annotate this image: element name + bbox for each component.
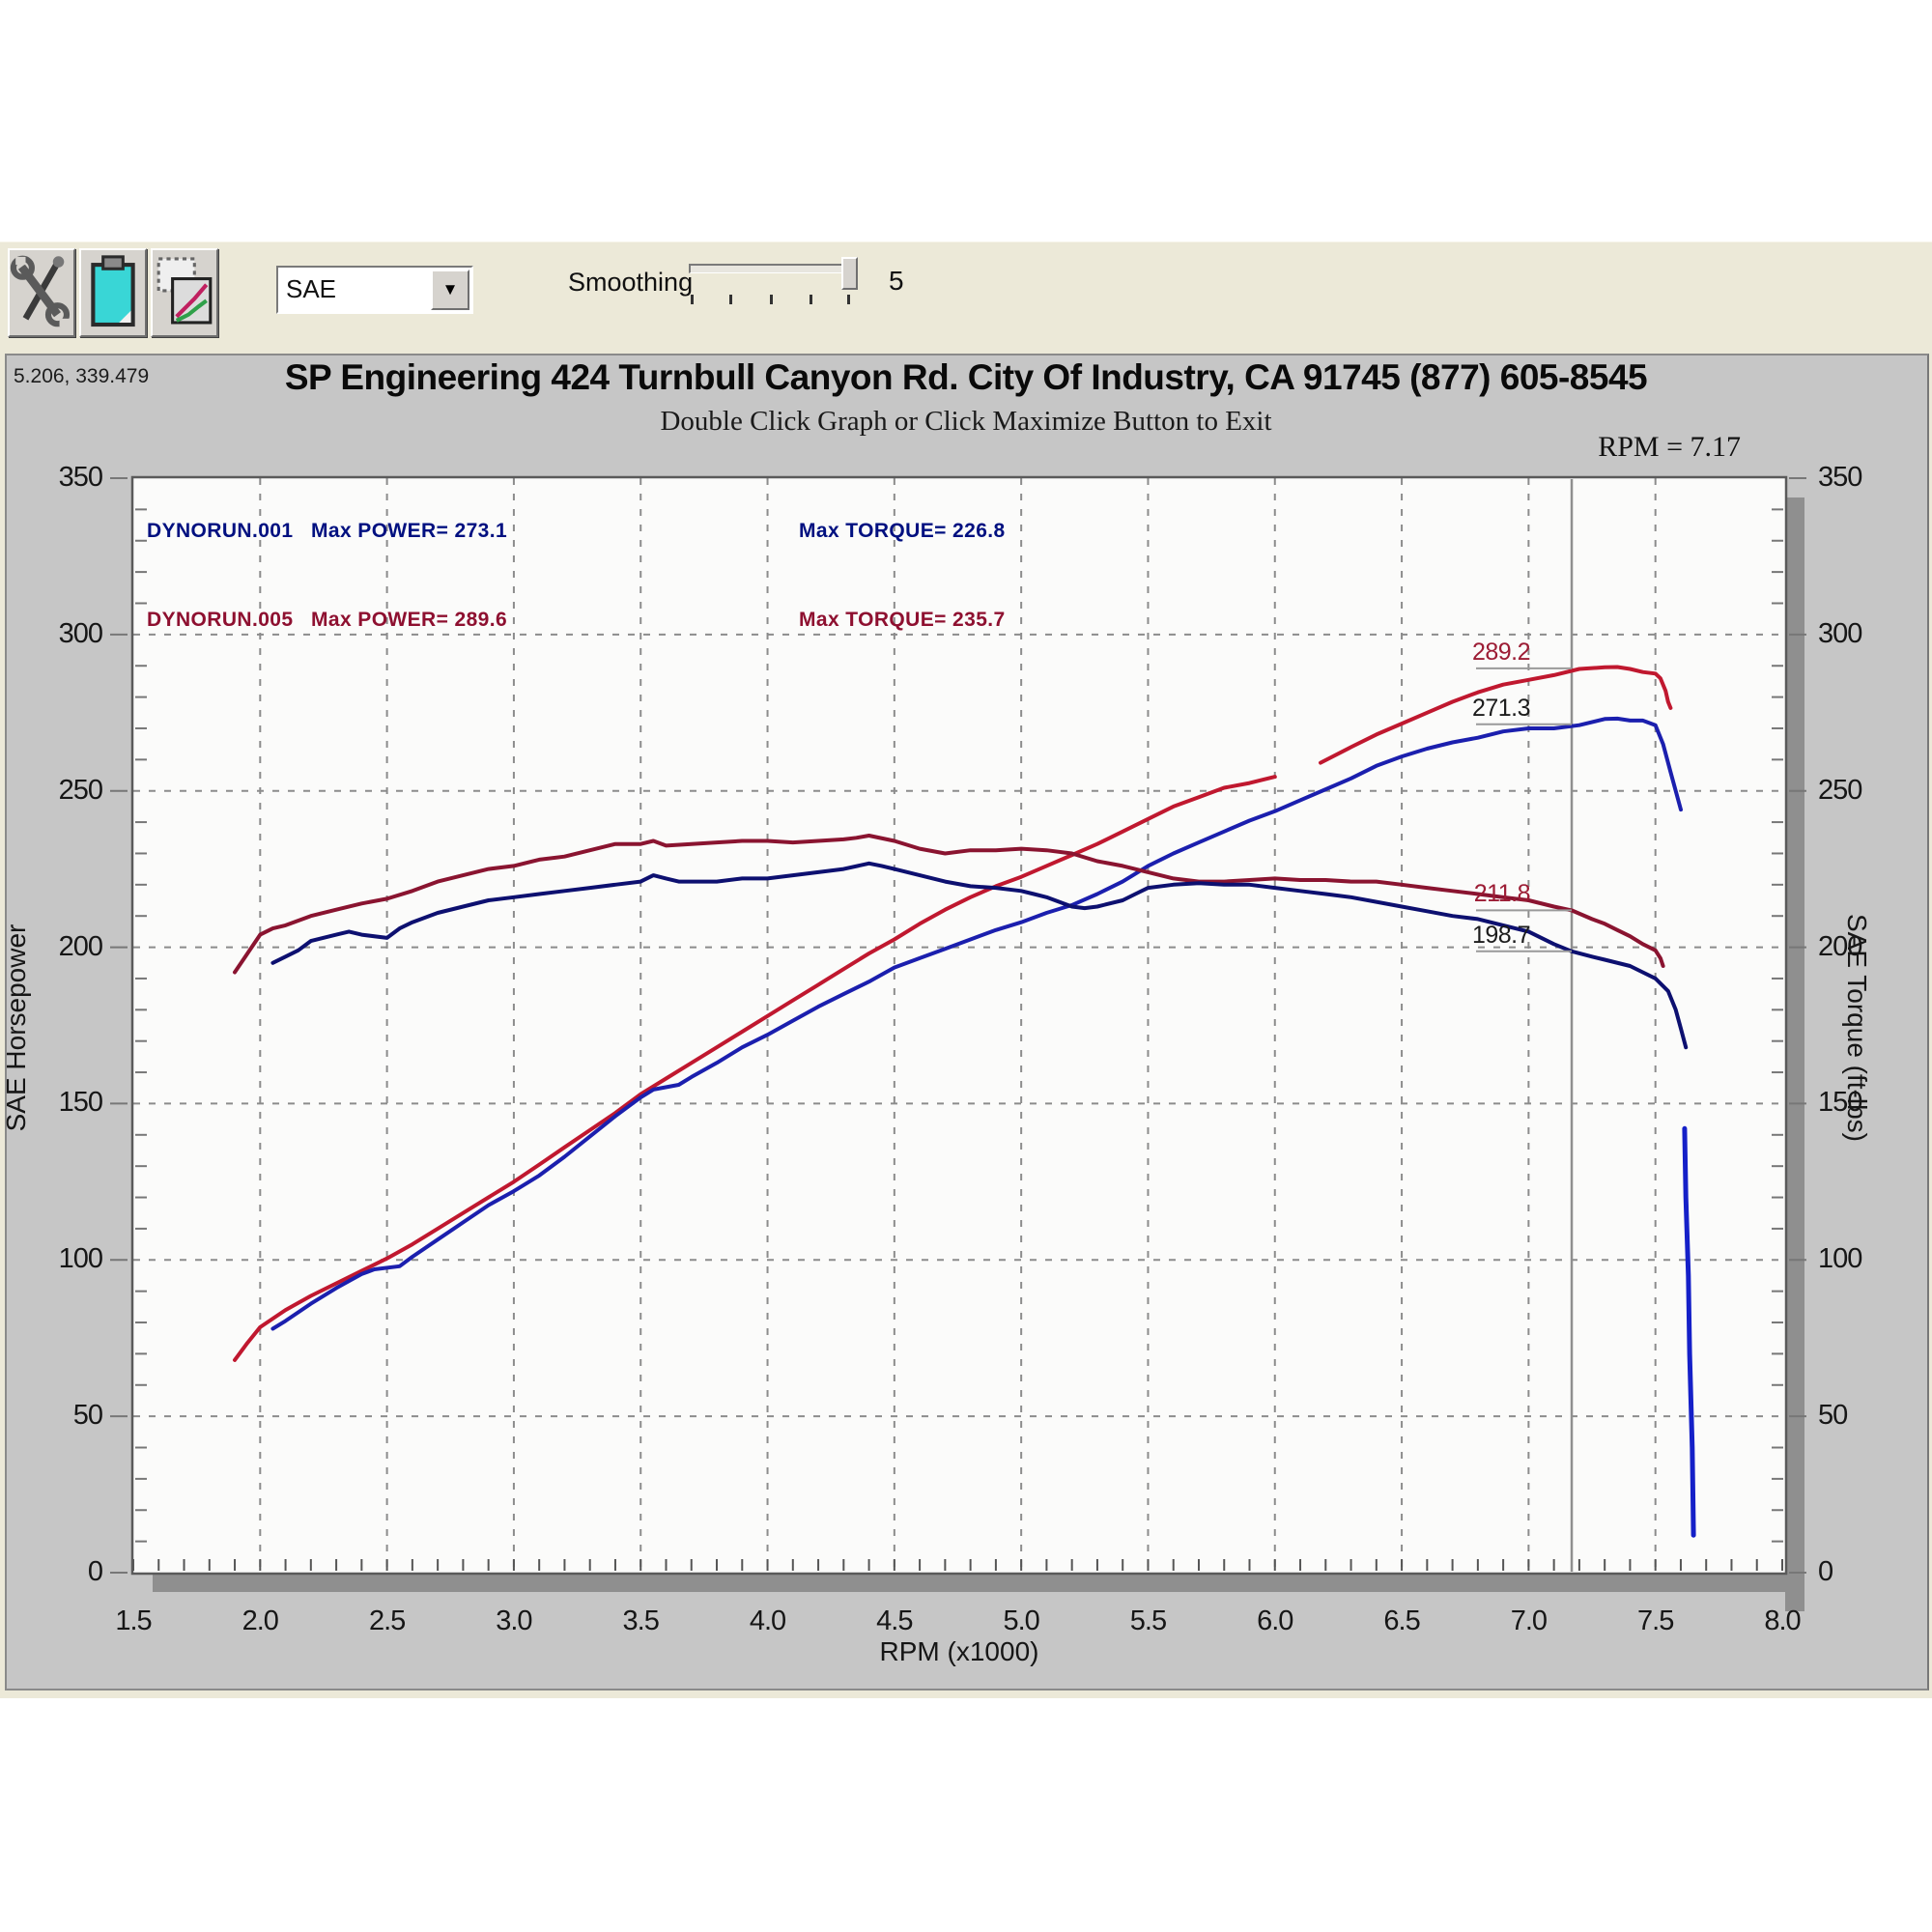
legend-run1-file: DYNORUN.001: [147, 520, 294, 542]
smoothing-slider: [689, 256, 858, 314]
tick-label: 100: [1818, 1243, 1862, 1275]
smoothing-slider-handle[interactable]: [841, 257, 858, 290]
tick-label: 3.5: [622, 1605, 660, 1636]
smoothing-value: 5: [889, 266, 904, 296]
y-axis-title-left: SAE Horsepower: [1, 923, 31, 1132]
clipboard-icon: [91, 255, 135, 327]
tick-label: 100: [58, 1243, 103, 1275]
tick-label: 200: [1818, 930, 1862, 962]
chevron-down-icon[interactable]: ▼: [431, 270, 469, 310]
tick-label: 6.5: [1383, 1605, 1420, 1636]
tools-icon: [10, 255, 71, 327]
tick-label: 6.0: [1257, 1605, 1293, 1636]
tick-label: 250: [1818, 774, 1862, 806]
legend-run2-file: DYNORUN.005: [147, 609, 294, 631]
tick-label: 150: [58, 1087, 103, 1119]
rpm-cursor-readout: RPM = 7.17: [1598, 431, 1741, 463]
tick-label: 5.5: [1129, 1605, 1167, 1636]
tick-label: 2.0: [242, 1605, 279, 1636]
tick-label: 7.0: [1510, 1605, 1548, 1636]
tick-label: 4.5: [876, 1605, 913, 1636]
tick-label: 350: [58, 462, 103, 493]
tools-button[interactable]: [8, 248, 75, 337]
tick-label: 8.0: [1764, 1605, 1801, 1636]
tick-label: 3.0: [496, 1605, 532, 1636]
tick-label: 7.5: [1637, 1605, 1674, 1636]
tick-label: 5.0: [1003, 1605, 1039, 1636]
clipboard-button[interactable]: [79, 248, 147, 337]
y-axis-title-right: SAE Torque (ft-lbs): [1842, 913, 1872, 1143]
chart-subtitle: Double Click Graph or Click Maximize But…: [660, 406, 1272, 437]
cursor-value-power-run1: 271.3: [1471, 694, 1531, 722]
slider-tick: [810, 295, 812, 304]
tick-label: 350: [1818, 462, 1862, 493]
cursor-position-readout: 5.206, 339.479: [14, 365, 150, 387]
tick-label: 50: [72, 1400, 103, 1432]
cursor-value-torque-run1: 198.7: [1471, 921, 1531, 949]
tick-label: 50: [1818, 1400, 1848, 1432]
cursor-value-torque-run2: 211.8: [1473, 880, 1531, 908]
toolbar: SAE ▼ Smoothing 5: [0, 242, 1932, 352]
legend-run1-power: Max POWER= 273.1: [311, 520, 508, 542]
smoothing-label: Smoothing: [568, 268, 694, 297]
tick-label: 0: [1818, 1556, 1833, 1587]
tick-label: 250: [58, 774, 103, 806]
tick-label: 4.0: [749, 1605, 786, 1636]
legend-run1-torque: Max TORQUE= 226.8: [799, 520, 1006, 542]
tick-label: 0: [87, 1556, 103, 1587]
graph-icon: [156, 257, 213, 325]
units-dropdown[interactable]: SAE ▼: [276, 266, 473, 314]
graph-button[interactable]: [151, 248, 218, 337]
units-dropdown-value: SAE: [286, 274, 337, 303]
cursor-value-power-run2: 289.2: [1471, 638, 1531, 666]
tick-label: 150: [1818, 1087, 1862, 1119]
slider-tick: [847, 295, 850, 304]
tick-label: 300: [58, 617, 103, 649]
slider-tick: [729, 295, 732, 304]
slider-tick: [770, 295, 773, 304]
legend-run2-torque: Max TORQUE= 235.7: [799, 609, 1006, 631]
tick-label: 1.5: [115, 1605, 152, 1636]
tick-label: 200: [58, 930, 103, 962]
tick-label: 300: [1818, 617, 1862, 649]
tick-label: 2.5: [368, 1605, 406, 1636]
x-axis-title: RPM (x1000): [879, 1636, 1039, 1666]
chart-title: SP Engineering 424 Turnbull Canyon Rd. C…: [284, 357, 1648, 397]
slider-tick: [691, 295, 694, 304]
legend-run2-power: Max POWER= 289.6: [311, 609, 508, 631]
